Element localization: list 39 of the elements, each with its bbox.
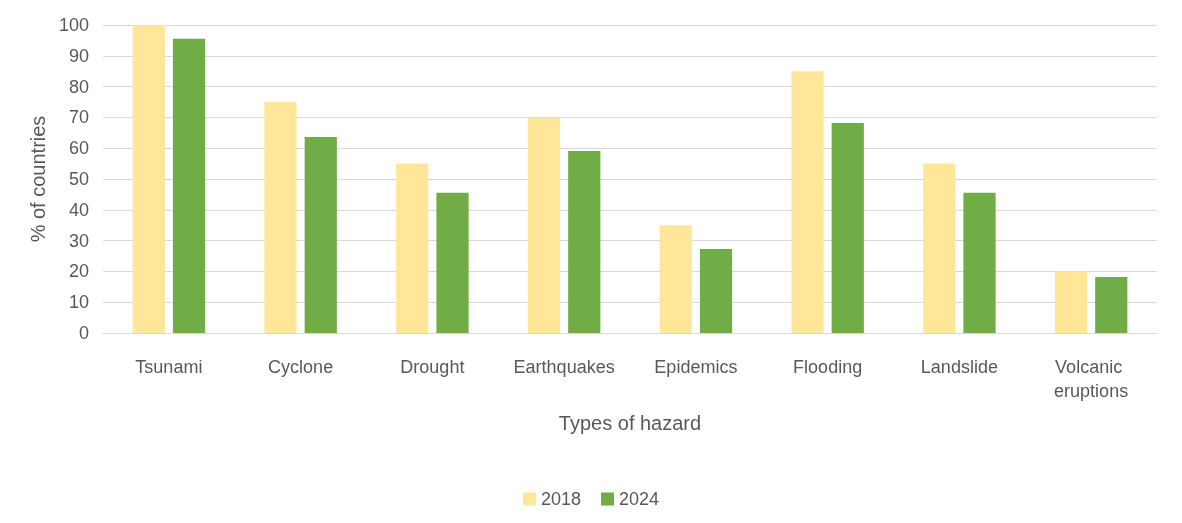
y-axis-title: % of countries [27, 115, 49, 243]
y-tick-label: 90 [68, 45, 89, 66]
bar [699, 248, 733, 333]
bar [132, 25, 165, 333]
x-tick-label: Epidemics [654, 357, 738, 377]
bar [264, 102, 297, 333]
bar [172, 38, 206, 333]
x-tick-label: Cyclone [268, 357, 334, 377]
legend-label: 2024 [619, 489, 660, 509]
x-tick-label: Earthquakes [513, 357, 615, 377]
bar [923, 163, 956, 333]
x-tick-label: Drought [400, 357, 465, 377]
legend-label: 2018 [540, 489, 581, 509]
bar [396, 163, 429, 333]
y-tick-label: 100 [58, 15, 89, 35]
y-tick-label: 70 [68, 107, 89, 128]
y-tick-label: 80 [68, 76, 89, 97]
bar [1095, 276, 1128, 333]
bar [568, 150, 601, 333]
y-tick-label: 0 [78, 323, 89, 343]
bar [527, 117, 561, 333]
x-axis-title: Types of hazard [558, 412, 702, 434]
x-tick-label: Volcanic eruptions [1054, 357, 1129, 401]
bar [304, 137, 337, 333]
y-tick-label: 30 [68, 230, 89, 251]
y-tick-label: 10 [68, 292, 89, 313]
y-tick-label: 60 [68, 138, 89, 159]
bar [831, 122, 864, 333]
bar [659, 225, 692, 333]
bar [1054, 271, 1088, 333]
bar [791, 71, 824, 333]
y-tick-label: 50 [68, 169, 89, 189]
bar [436, 192, 469, 333]
x-tick-label: Tsunami [135, 357, 203, 377]
x-tick-label: Landslide [920, 357, 998, 377]
bar [963, 192, 996, 333]
x-tick-label: Flooding [793, 357, 863, 377]
y-tick-label: 20 [68, 261, 89, 282]
y-tick-label: 40 [68, 199, 89, 220]
